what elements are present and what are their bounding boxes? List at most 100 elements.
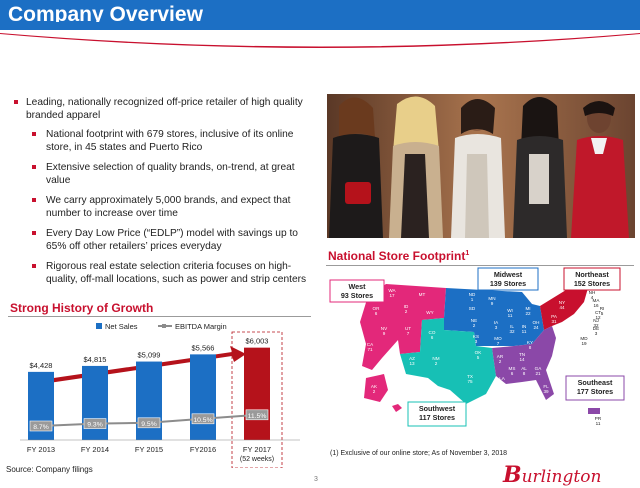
model-1: [329, 97, 383, 238]
state-abbr: ID: [404, 304, 409, 309]
state-abbr: RI: [600, 306, 605, 311]
bar-net-sales: [136, 361, 162, 440]
state-abbr: LA: [499, 376, 506, 381]
footnote: (1) Exclusive of our online store; As of…: [330, 450, 508, 457]
state-abbr: UT: [405, 326, 411, 331]
bullet-item: Every Day Low Price (“EDLP”) model with …: [12, 227, 312, 253]
state-store-count: 6: [511, 371, 514, 376]
state-store-count: 11: [522, 329, 527, 334]
burlington-logo: Burlington: [503, 462, 601, 488]
state-store-count: 4: [591, 295, 594, 300]
region-name: Southwest: [419, 404, 456, 413]
state-abbr: IA: [494, 320, 499, 325]
region-alaska-shape: [364, 374, 388, 402]
state-abbr: AK: [371, 384, 378, 389]
state-store-count: 31: [551, 319, 557, 324]
state-abbr: NJ: [593, 318, 599, 323]
category-label: FY 2013: [27, 445, 55, 454]
bullet-item: National footprint with 679 stores, incl…: [12, 128, 312, 154]
overview-bullets: Leading, nationally recognized off-price…: [12, 96, 312, 293]
region-pr-shape: [588, 408, 600, 414]
state-abbr: ND: [469, 292, 476, 297]
region-store-count: 177 Stores: [577, 387, 613, 396]
state-abbr: FL: [543, 384, 549, 389]
state-store-count: 8: [529, 345, 532, 350]
state-store-count: 22: [525, 311, 531, 316]
state-store-count: 11: [508, 313, 513, 318]
state-abbr: WA: [388, 288, 396, 293]
ebitda-value-label: 10.5%: [193, 417, 212, 424]
state-store-count: 17: [389, 293, 395, 298]
state-abbr: HI: [394, 412, 399, 417]
legend-marker-ebitda: [162, 324, 166, 328]
state-abbr: NE: [471, 318, 477, 323]
logo-initial: B: [503, 462, 522, 488]
state-store-count: 3: [595, 331, 598, 336]
region-name: Northeast: [575, 270, 609, 279]
category-sublabel: (52 weeks): [240, 456, 274, 463]
map-title-footnote-mark: 1: [465, 250, 470, 257]
state-store-count: 6: [375, 311, 378, 316]
state-abbr: CA: [367, 342, 374, 347]
ebitda-marker: [29, 420, 53, 432]
legend-label-net-sales: Net Sales: [105, 322, 138, 331]
state-store-count: 7: [497, 341, 500, 346]
state-store-count: 9: [501, 381, 504, 386]
region-callout-box: [407, 401, 467, 427]
state-abbr: AR: [497, 354, 504, 359]
growth-divider: [8, 316, 311, 317]
state-abbr: MT: [419, 292, 426, 297]
region-name: Southeast: [578, 378, 613, 387]
state-store-count: 39: [543, 389, 549, 394]
region-midwest-shape: [444, 288, 544, 346]
category-label: FY2016: [190, 445, 216, 454]
state-abbr: NM: [432, 356, 439, 361]
state-abbr: OR: [373, 306, 381, 311]
model-3: [451, 99, 505, 238]
model-5: [571, 101, 629, 238]
region-callout-box: [565, 375, 625, 401]
ebitda-marker: [137, 417, 161, 429]
state-store-count: 2: [473, 323, 476, 328]
state-store-count: 21: [535, 371, 541, 376]
state-abbr: AZ: [409, 356, 415, 361]
state-abbr: KS: [473, 334, 479, 339]
region-southwest-shape: [400, 318, 496, 404]
state-abbr: MO: [494, 336, 502, 341]
region-store-count: 93 Stores: [341, 291, 373, 300]
category-label: FY 2017: [243, 445, 271, 454]
state-abbr: MD: [580, 336, 588, 341]
state-store-count: 75: [467, 379, 473, 384]
state-abbr: OH: [533, 320, 540, 325]
state-store-count: 13: [409, 361, 415, 366]
state-store-count: 3: [495, 325, 498, 330]
bar-value-label: $5,099: [138, 351, 161, 360]
state-abbr: MN: [488, 296, 495, 301]
logo-rest: urlington: [521, 467, 602, 487]
state-abbr: TN: [519, 352, 525, 357]
region-callout-box: [477, 267, 539, 291]
ebitda-marker: [191, 413, 215, 425]
region-west-shape: [360, 284, 446, 370]
state-abbr: NY: [559, 300, 565, 305]
region-name: Midwest: [494, 270, 523, 279]
bar-net-sales: [190, 354, 216, 440]
state-abbr: PR: [595, 416, 602, 421]
ebitda-value-label: 9.5%: [141, 421, 157, 428]
state-abbr: IN: [522, 324, 527, 329]
state-abbr: DE: [593, 326, 599, 331]
state-store-count: 44: [559, 305, 565, 310]
state-store-count: 2: [405, 309, 408, 314]
state-store-count: 3: [475, 339, 478, 344]
state-store-count: 6: [431, 335, 434, 340]
state-abbr: CT: [595, 310, 601, 315]
state-abbr: WI: [507, 308, 513, 313]
bar-value-label: $5,566: [192, 343, 215, 352]
state-store-count: 5: [601, 311, 604, 316]
map-divider: [326, 265, 634, 266]
state-abbr: NV: [381, 326, 388, 331]
